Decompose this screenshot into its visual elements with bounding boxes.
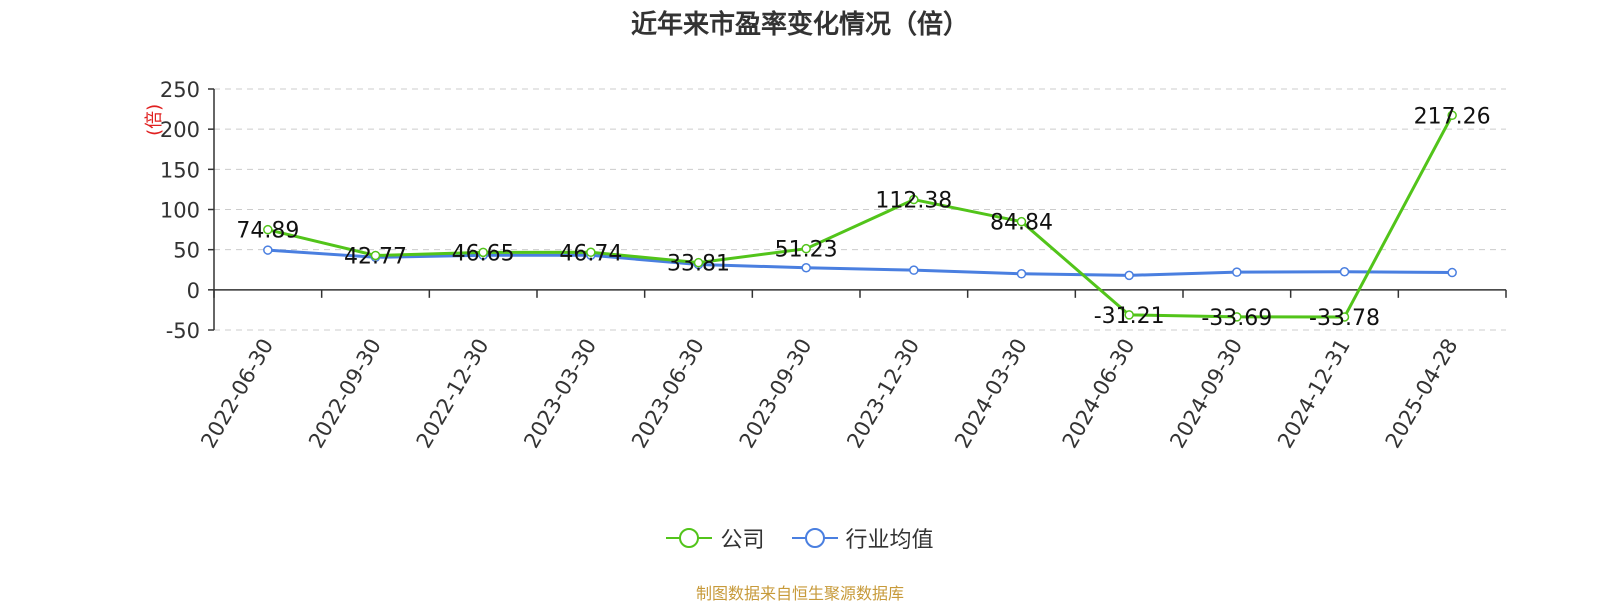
- data-point-industry: [263, 245, 273, 255]
- data-point-company: [1124, 310, 1134, 320]
- series: [263, 110, 1457, 322]
- data-point-company: [1339, 312, 1350, 322]
- data-labels: 74.89 42.77 46.65 46.74 33.81 51.23 112.38 84.8…: [236, 104, 1490, 331]
- legend-company-swatch-icon: [666, 526, 713, 550]
- data-label: 46.74: [559, 241, 622, 266]
- data-point-company: [909, 194, 919, 205]
- y-tick-label: 250: [160, 78, 200, 102]
- x-tick-label: 2023-06-30: [627, 335, 709, 453]
- line-chart: -50 0 50 100 150 200 250(倍) 2022-06-30 2022-09-3…: [144, 78, 1507, 453]
- x-tick-label: 2022-06-30: [196, 335, 278, 453]
- data-point-company: [1016, 216, 1027, 227]
- data-point-industry: [801, 262, 811, 273]
- y-tick-label: -50: [166, 319, 200, 343]
- data-label: 33.81: [667, 252, 730, 277]
- legend-industry-swatch-icon: [791, 526, 838, 550]
- data-point-company: [370, 250, 381, 261]
- data-label: 74.89: [236, 219, 299, 244]
- x-tick-label: 2024-09-30: [1165, 335, 1247, 453]
- data-point-industry: [1339, 267, 1350, 277]
- data-label: 217.26: [1414, 104, 1491, 129]
- data-point-company: [693, 257, 704, 268]
- y-tick-label: 50: [173, 239, 200, 263]
- legend-industry-label: 行业均值: [845, 528, 934, 553]
- x-tick-label: 2025-04-28: [1381, 335, 1463, 453]
- x-tick-label: 2022-09-30: [304, 335, 386, 453]
- data-point-industry: [1447, 267, 1457, 278]
- legend: 公司 行业均值: [0, 522, 1600, 556]
- data-point-company: [801, 243, 811, 254]
- x-tick-label: 2024-06-30: [1058, 335, 1140, 453]
- y-tick-label: 200: [160, 118, 200, 142]
- data-point-industry: [1124, 270, 1134, 281]
- data-point-company: [586, 247, 596, 258]
- y-tick-label: 150: [160, 158, 200, 182]
- series-line-industry: [267, 248, 1453, 277]
- data-point-industry: [1232, 267, 1242, 277]
- chart-title: 近年来市盈率变化情况（倍）: [630, 10, 969, 40]
- legend-company-label: 公司: [720, 528, 765, 553]
- y-tick-label: 100: [160, 199, 200, 223]
- data-label: -33.78: [1309, 306, 1380, 331]
- x-tick-label: 2022-12-30: [412, 335, 494, 453]
- x-tick-label: 2024-12-31: [1273, 335, 1355, 453]
- x-tick-label: 2023-03-30: [519, 335, 601, 453]
- series-line-company: [267, 114, 1454, 319]
- y-axis-label: (倍): [144, 104, 165, 136]
- data-label: 46.65: [452, 241, 515, 266]
- data-point-company: [1447, 110, 1457, 121]
- data-point-industry: [909, 265, 919, 275]
- data-point-company: [263, 224, 273, 235]
- x-tick-label: 2024-03-30: [950, 335, 1032, 453]
- data-label: 84.84: [990, 211, 1053, 236]
- source-note: 制图数据来自恒生聚源数据库: [695, 584, 904, 603]
- legend-item-company[interactable]: 公司: [666, 522, 765, 554]
- data-point-company: [1232, 312, 1242, 322]
- data-label: 42.77: [344, 244, 407, 269]
- data-point-company: [478, 247, 488, 258]
- legend-item-industry[interactable]: 行业均值: [791, 522, 934, 554]
- x-tick-label: 2023-12-30: [842, 335, 924, 453]
- data-label: 112.38: [875, 189, 952, 214]
- data-label: -31.21: [1094, 304, 1165, 329]
- y-tick-label: 0: [187, 279, 200, 303]
- data-point-industry: [1016, 269, 1027, 279]
- data-label: -33.69: [1201, 306, 1272, 331]
- data-label: 51.23: [775, 238, 838, 263]
- x-tick-label: 2023-09-30: [735, 335, 817, 453]
